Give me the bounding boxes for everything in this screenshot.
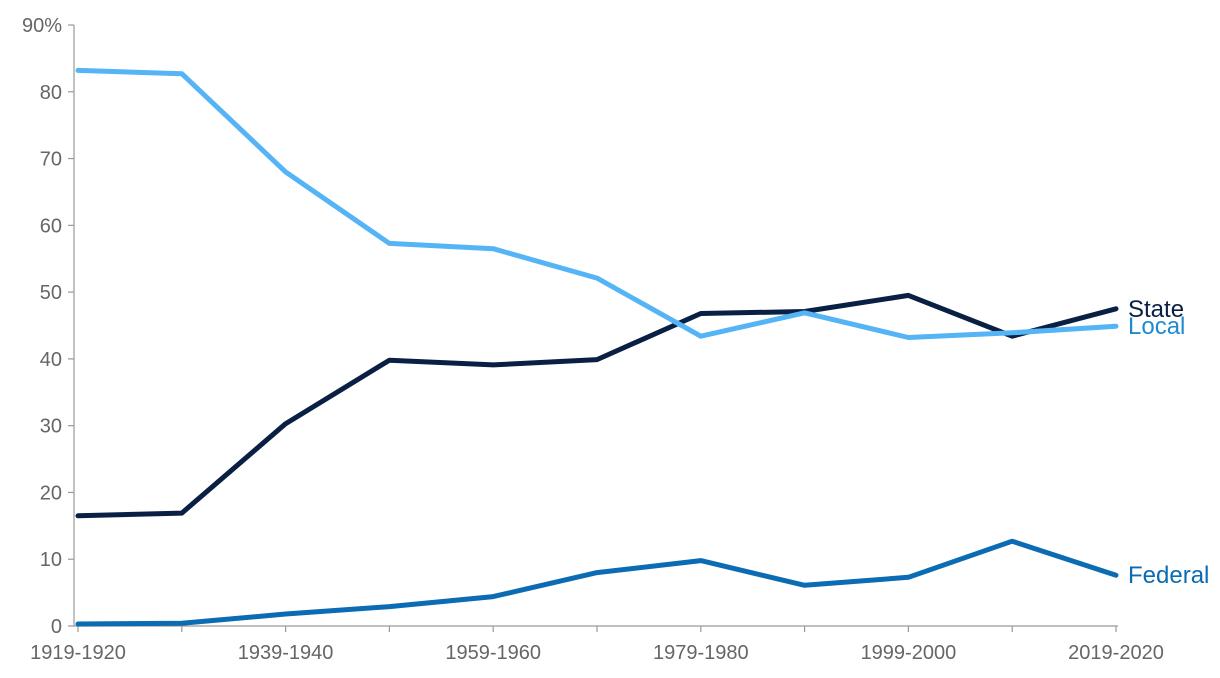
- axes: [73, 25, 1118, 627]
- x-tick-label: 1939-1940: [238, 642, 334, 664]
- series-line-local: [75, 67, 1119, 340]
- series-label-federal: Federal: [1128, 562, 1209, 589]
- x-tick-label: 1959-1960: [445, 642, 541, 664]
- series-label-state: State: [1128, 296, 1184, 323]
- y-tick-label: 0: [51, 616, 62, 638]
- series-lines: [75, 67, 1119, 627]
- y-tick-label: 30: [40, 416, 62, 438]
- y-tick-label: 70: [40, 149, 62, 171]
- y-tick-label: 50: [40, 282, 62, 304]
- x-tick-label: 1999-2000: [861, 642, 957, 664]
- y-tick-label: 60: [40, 215, 62, 237]
- y-tick-label: 90%: [22, 15, 62, 37]
- x-tick-label: 1919-1920: [30, 642, 126, 664]
- y-tick-label: 80: [40, 82, 62, 104]
- x-axis-ticks: 1919-1920 1939-1940 1959-1960 1979-1980 1999…: [30, 626, 1164, 664]
- y-axis-ticks: 0 10 20 30 40 50 60 70 80 90%: [22, 15, 74, 638]
- x-tick-label: 2019-2020: [1068, 642, 1164, 664]
- x-tick-label: 1979-1980: [653, 642, 749, 664]
- y-tick-label: 20: [40, 482, 62, 504]
- series-line-state: [75, 292, 1119, 519]
- y-tick-label: 40: [40, 349, 62, 371]
- series-line-federal: [75, 538, 1119, 627]
- y-tick-label: 10: [40, 549, 62, 571]
- series-label-local: Local: [1128, 313, 1185, 340]
